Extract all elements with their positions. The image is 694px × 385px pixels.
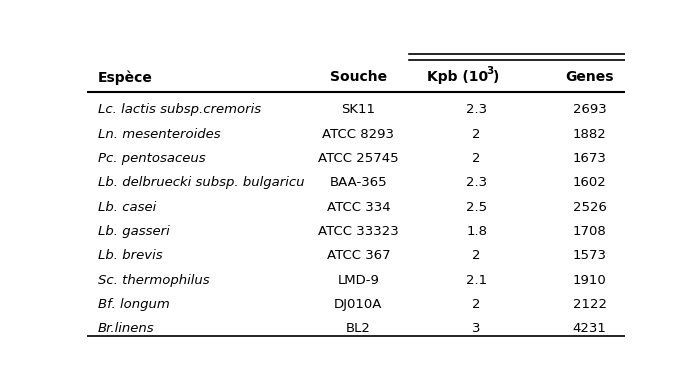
Text: 2693: 2693: [573, 104, 607, 116]
Text: 1673: 1673: [573, 152, 607, 165]
Text: Lb. brevis: Lb. brevis: [97, 249, 162, 262]
Text: 2526: 2526: [573, 201, 607, 214]
Text: LMD-9: LMD-9: [337, 274, 380, 286]
Text: Pc. pentosaceus: Pc. pentosaceus: [97, 152, 205, 165]
Text: Lb. casei: Lb. casei: [97, 201, 155, 214]
Text: 4231: 4231: [573, 322, 607, 335]
Text: Kpb (10: Kpb (10: [428, 70, 489, 84]
Text: ): ): [493, 70, 499, 84]
Text: BAA-365: BAA-365: [330, 176, 387, 189]
Text: 2: 2: [473, 298, 481, 311]
Text: 2.1: 2.1: [466, 274, 487, 286]
Text: 1602: 1602: [573, 176, 607, 189]
Text: BL2: BL2: [346, 322, 371, 335]
Text: 1708: 1708: [573, 225, 607, 238]
Text: 2: 2: [473, 249, 481, 262]
Text: Espèce: Espèce: [97, 70, 153, 85]
Text: 2.3: 2.3: [466, 176, 487, 189]
Text: 2: 2: [473, 128, 481, 141]
Text: 2: 2: [473, 152, 481, 165]
Text: ATCC 367: ATCC 367: [327, 249, 390, 262]
Text: 1882: 1882: [573, 128, 607, 141]
Text: ATCC 8293: ATCC 8293: [323, 128, 394, 141]
Text: ATCC 25745: ATCC 25745: [318, 152, 398, 165]
Text: 3: 3: [486, 66, 493, 76]
Text: 3: 3: [473, 322, 481, 335]
Text: 1910: 1910: [573, 274, 607, 286]
Text: 2122: 2122: [573, 298, 607, 311]
Text: 1.8: 1.8: [466, 225, 487, 238]
Text: 1573: 1573: [573, 249, 607, 262]
Text: ATCC 33323: ATCC 33323: [318, 225, 399, 238]
Text: 2.5: 2.5: [466, 201, 487, 214]
Text: Genes: Genes: [566, 70, 614, 84]
Text: Sc. thermophilus: Sc. thermophilus: [97, 274, 209, 286]
Text: DJ010A: DJ010A: [335, 298, 382, 311]
Text: Lb. gasseri: Lb. gasseri: [97, 225, 169, 238]
Text: Ln. mesenteroides: Ln. mesenteroides: [97, 128, 220, 141]
Text: Br.linens: Br.linens: [97, 322, 154, 335]
Text: ATCC 334: ATCC 334: [327, 201, 390, 214]
Text: SK11: SK11: [341, 104, 375, 116]
Text: Bf. longum: Bf. longum: [97, 298, 169, 311]
Text: Souche: Souche: [330, 70, 387, 84]
Text: Lb. delbruecki subsp. bulgaricu: Lb. delbruecki subsp. bulgaricu: [97, 176, 304, 189]
Text: Lc. lactis subsp.cremoris: Lc. lactis subsp.cremoris: [97, 104, 261, 116]
Text: 2.3: 2.3: [466, 104, 487, 116]
